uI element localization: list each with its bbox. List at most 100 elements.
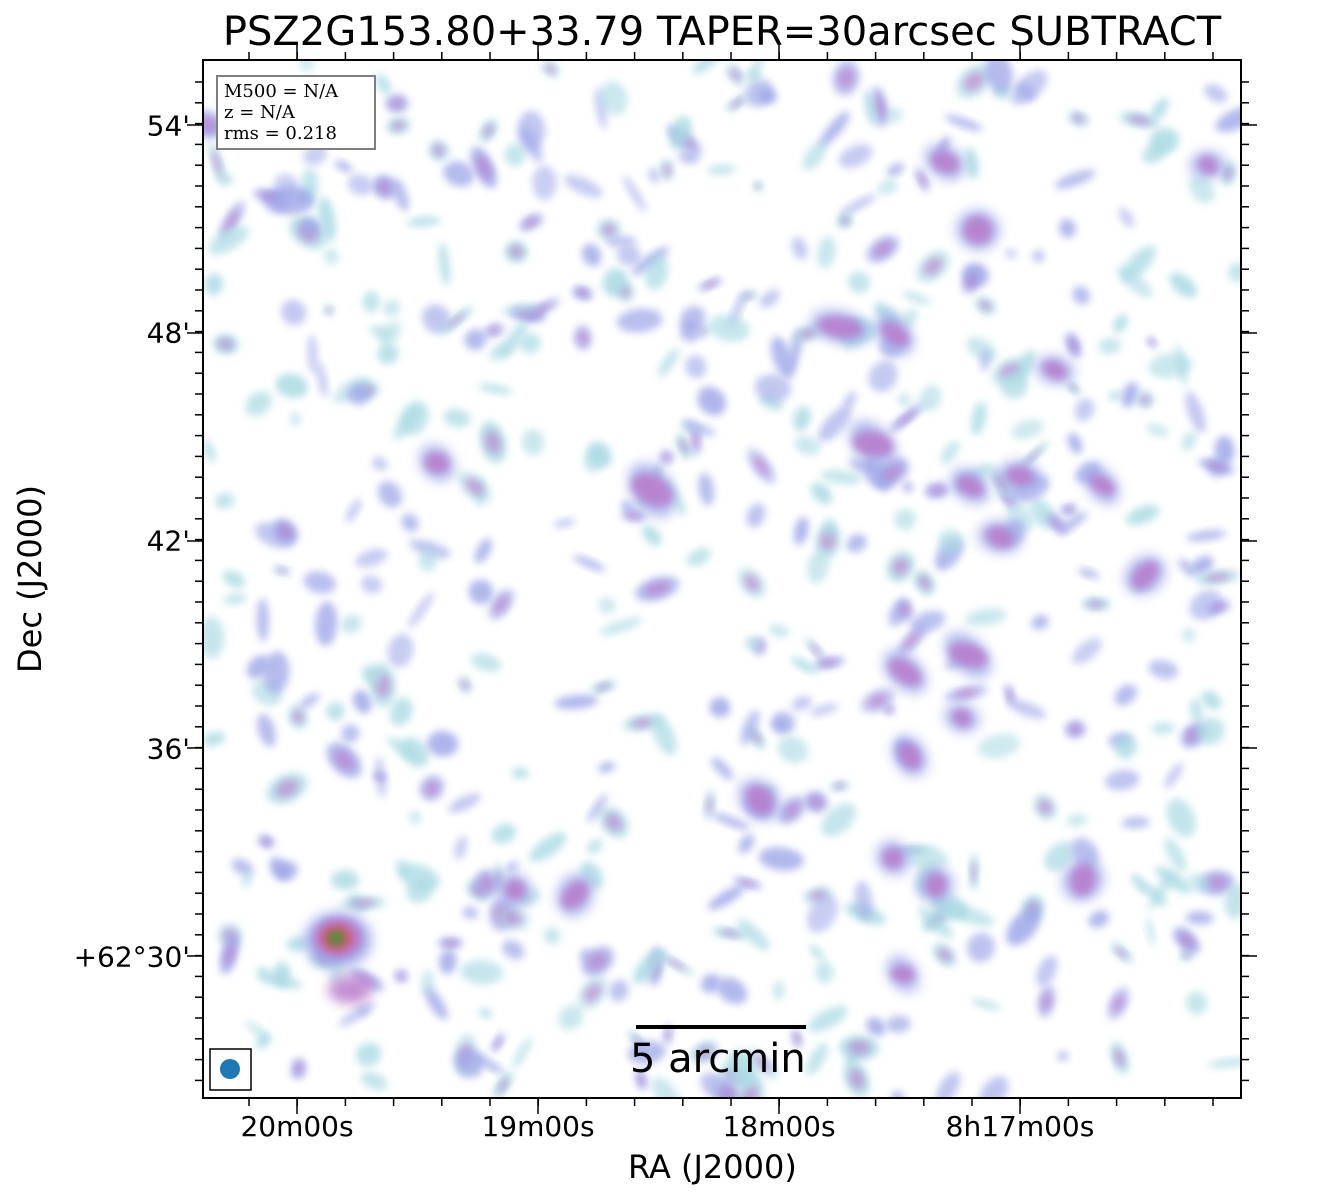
emission-blob: [454, 835, 468, 860]
emission-blob: [993, 474, 1008, 492]
x-tick-label: 8h17m00s: [945, 1110, 1095, 1143]
emission-blob: [432, 144, 445, 157]
emission-blob: [793, 516, 809, 546]
emission-blob: [1223, 166, 1233, 181]
emission-blob: [746, 503, 766, 528]
emission-blob: [1175, 343, 1188, 387]
emission-blob: [709, 697, 731, 718]
emission-blob: [1118, 207, 1135, 228]
emission-blob: [940, 440, 960, 465]
emission-blob: [512, 767, 529, 779]
emission-blob: [802, 140, 827, 171]
emission-blob: [1182, 952, 1190, 959]
emission-blob: [491, 823, 517, 844]
emission-blob: [512, 1037, 533, 1069]
emission-blob: [963, 71, 985, 92]
emission-blob: [500, 303, 541, 315]
emission-blob: [896, 410, 916, 427]
emission-blob: [400, 737, 430, 768]
emission-blob: [1023, 447, 1043, 466]
emission-blob: [956, 475, 984, 497]
emission-blob: [738, 834, 755, 854]
emission-blob: [379, 320, 401, 346]
emission-blob: [554, 694, 599, 710]
emission-blob: [286, 936, 310, 952]
emission-blob: [316, 362, 328, 398]
emission-blob: [522, 428, 545, 456]
emission-blob: [341, 614, 362, 634]
emission-blob: [478, 383, 513, 395]
emission-blob: [281, 299, 307, 326]
emission-blob: [900, 603, 911, 617]
emission-blob: [1089, 475, 1115, 495]
emission-blob: [809, 944, 825, 961]
emission-blob: [806, 1042, 828, 1075]
emission-blob: [964, 216, 992, 244]
emission-blob: [1147, 871, 1176, 910]
emission-blob: [399, 863, 440, 892]
emission-blob: [658, 348, 680, 377]
emission-blob: [917, 172, 927, 188]
emission-blob: [697, 386, 726, 416]
emission-blob: [502, 939, 525, 960]
emission-blob: [736, 918, 770, 951]
emission-blob: [707, 885, 745, 910]
emission-blob: [275, 373, 309, 399]
emission-blob: [712, 813, 750, 830]
y-tick-label: 54': [146, 109, 190, 143]
emission-blob: [352, 690, 372, 714]
emission-blob: [207, 226, 249, 255]
emission-blob: [1006, 688, 1014, 701]
emission-blob: [885, 706, 893, 713]
emission-blob: [1211, 603, 1226, 612]
emission-blob: [478, 1008, 493, 1018]
emission-blob: [598, 597, 616, 615]
emission-blob: [918, 907, 954, 939]
emission-blob: [1113, 314, 1128, 333]
y-axis-label: Dec (J2000): [11, 485, 49, 673]
emission-blob: [447, 312, 466, 328]
emission-blob: [678, 149, 700, 164]
emission-blob: [424, 780, 440, 796]
emission-blob: [500, 320, 528, 359]
info-box: M500 = N/A z = N/A rms = 0.218: [216, 75, 376, 150]
emission-blob: [1032, 250, 1045, 263]
emission-blob: [717, 977, 748, 1005]
emission-blob: [425, 452, 449, 474]
emission-blob: [448, 793, 481, 813]
emission-blob: [532, 302, 553, 315]
emission-blob: [783, 802, 800, 819]
emission-blob: [1108, 391, 1122, 401]
emission-blob: [970, 401, 987, 436]
emission-blob: [743, 574, 760, 592]
emission-blob: [1006, 466, 1034, 486]
emission-blob: [442, 939, 459, 947]
emission-blob: [1163, 762, 1184, 789]
emission-blob: [846, 533, 867, 553]
emission-blob: [203, 115, 216, 133]
axis-ticks: [187, 44, 1257, 1114]
emission-blob: [1150, 722, 1176, 734]
emission-blob: [633, 948, 666, 984]
emission-blob: [1072, 113, 1085, 124]
emission-blob: [599, 617, 642, 636]
emission-blob: [223, 942, 235, 966]
emission-blob: [345, 498, 362, 523]
emission-blob: [1114, 734, 1137, 760]
emission-blob: [545, 64, 556, 75]
emission-blob: [605, 813, 623, 832]
emission-blob: [1139, 394, 1151, 406]
emission-blob: [377, 343, 399, 365]
emission-blob: [1206, 875, 1227, 891]
emission-blob: [245, 1021, 272, 1042]
emission-blob: [602, 223, 616, 237]
emission-blob: [609, 979, 629, 1002]
emission-blob: [811, 482, 833, 505]
emission-blob: [1041, 992, 1052, 1011]
emission-blob: [937, 529, 965, 555]
emission-blob: [421, 969, 435, 995]
plot-frame: [202, 59, 1242, 1099]
emission-blob: [644, 254, 669, 290]
emission-blob: [1224, 883, 1241, 919]
emission-blob: [1005, 249, 1017, 259]
